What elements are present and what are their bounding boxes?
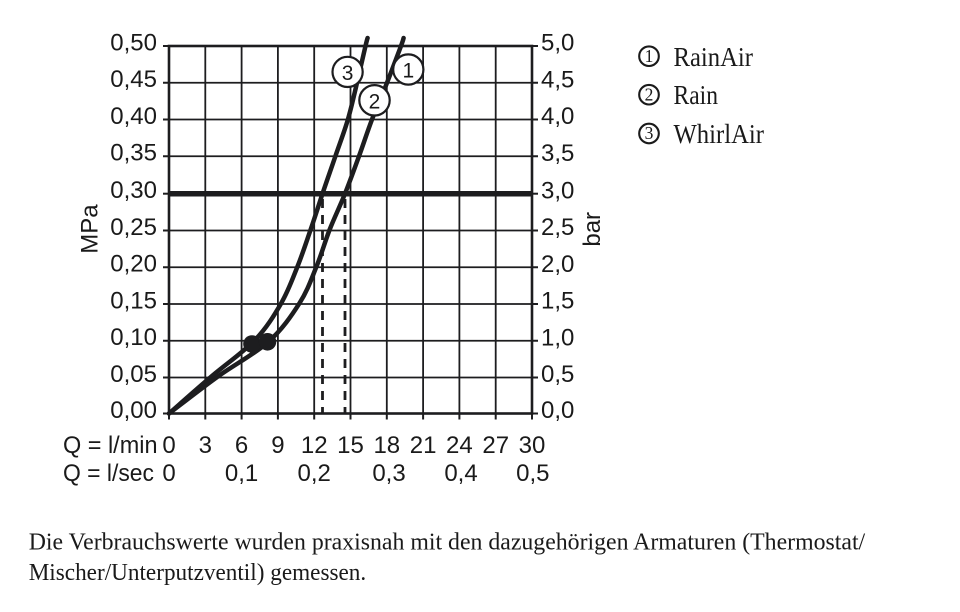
svg-text:1: 1	[645, 46, 654, 66]
svg-text:0,0: 0,0	[541, 397, 574, 424]
svg-text:0,25: 0,25	[110, 214, 157, 241]
svg-text:3: 3	[342, 62, 354, 85]
svg-text:0,5: 0,5	[541, 361, 574, 388]
svg-text:RainAir: RainAir	[674, 42, 754, 72]
svg-text:bar: bar	[579, 212, 606, 247]
svg-text:MPa: MPa	[77, 204, 104, 254]
svg-text:0,5: 0,5	[516, 460, 549, 487]
svg-text:3: 3	[645, 123, 654, 143]
svg-text:9: 9	[271, 432, 284, 459]
svg-text:2,0: 2,0	[541, 251, 574, 278]
svg-text:0,20: 0,20	[110, 251, 157, 278]
svg-text:0,15: 0,15	[110, 287, 157, 314]
svg-text:Q = l/sec: Q = l/sec	[63, 460, 154, 487]
svg-text:30: 30	[519, 432, 546, 459]
svg-text:Q = l/min: Q = l/min	[63, 432, 158, 459]
svg-text:0,05: 0,05	[110, 361, 157, 388]
svg-text:WhirlAir: WhirlAir	[674, 119, 765, 149]
svg-text:0,00: 0,00	[110, 397, 157, 424]
svg-text:0,3: 0,3	[372, 460, 405, 487]
svg-text:0,50: 0,50	[110, 29, 157, 56]
svg-text:2: 2	[645, 84, 654, 104]
svg-text:0,10: 0,10	[110, 324, 157, 351]
svg-text:21: 21	[410, 432, 437, 459]
svg-text:1: 1	[402, 60, 414, 83]
svg-text:15: 15	[337, 432, 364, 459]
svg-text:0: 0	[162, 432, 175, 459]
svg-text:27: 27	[482, 432, 509, 459]
svg-text:1,0: 1,0	[541, 324, 574, 351]
svg-text:4,5: 4,5	[541, 66, 574, 93]
svg-text:4,0: 4,0	[541, 103, 574, 130]
svg-text:6: 6	[235, 432, 248, 459]
svg-text:3,5: 3,5	[541, 140, 574, 167]
svg-text:0,35: 0,35	[110, 140, 157, 167]
svg-text:Rain: Rain	[674, 80, 719, 110]
svg-text:24: 24	[446, 432, 473, 459]
svg-text:0,40: 0,40	[110, 103, 157, 130]
svg-text:18: 18	[373, 432, 400, 459]
svg-text:0,4: 0,4	[444, 460, 477, 487]
svg-text:0: 0	[162, 460, 175, 487]
svg-text:5,0: 5,0	[541, 30, 574, 57]
svg-text:12: 12	[301, 432, 328, 459]
svg-text:2,5: 2,5	[541, 214, 574, 241]
svg-text:0,1: 0,1	[225, 460, 258, 487]
svg-text:Die Verbrauchswerte wurden pra: Die Verbrauchswerte wurden praxisnah mit…	[29, 530, 866, 556]
svg-text:1,5: 1,5	[541, 288, 574, 315]
svg-text:0,30: 0,30	[110, 177, 157, 204]
svg-text:3: 3	[199, 432, 212, 459]
svg-text:2: 2	[369, 91, 381, 114]
svg-text:0,45: 0,45	[110, 66, 157, 93]
svg-text:3,0: 3,0	[541, 177, 574, 204]
svg-text:0,2: 0,2	[298, 460, 331, 487]
svg-text:Mischer/Unterputzventil) gemes: Mischer/Unterputzventil) gemessen.	[29, 560, 367, 586]
